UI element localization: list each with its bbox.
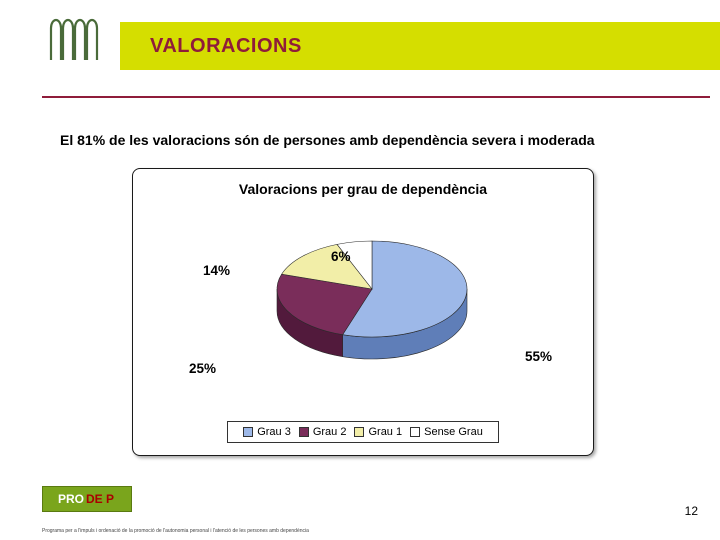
chart-legend: Grau 3 Grau 2 Grau 1 Sense Grau (227, 421, 499, 443)
chart-title: Valoracions per grau de dependència (133, 181, 593, 197)
slice-pct-label: 6% (331, 249, 351, 264)
pie-area: 55% 25% 14% 6% (133, 209, 593, 409)
legend-item: Sense Grau (410, 426, 483, 438)
legend-label: Grau 3 (257, 426, 291, 438)
legend-item: Grau 2 (299, 426, 347, 438)
slice-pct-label: 14% (203, 263, 230, 278)
header-underline (42, 96, 710, 98)
legend-label: Sense Grau (424, 426, 483, 438)
pie-svg (255, 231, 489, 371)
page-number: 12 (685, 504, 698, 518)
pie-chart-container: Valoracions per grau de dependència 55% 2… (132, 168, 594, 456)
legend-item: Grau 1 (354, 426, 402, 438)
legend-swatch (299, 427, 309, 437)
slice-pct-label: 25% (189, 361, 216, 376)
legend-label: Grau 2 (313, 426, 347, 438)
footer-logo: PRO DE P (42, 486, 132, 512)
slice-pct-label: 55% (525, 349, 552, 364)
legend-item: Grau 3 (243, 426, 291, 438)
title-bar: VALORACIONS (120, 22, 720, 70)
legend-swatch (354, 427, 364, 437)
footer-logo-pro: PRO (58, 492, 84, 506)
footer-subtext: Programa per a l'impuls i ordenació de l… (42, 529, 309, 535)
header: VALORACIONS (0, 0, 720, 98)
slide-page: VALORACIONS El 81% de les valoracions só… (0, 0, 720, 540)
header-logo (45, 10, 100, 65)
footer-logo-dep: DE P (84, 492, 116, 506)
legend-label: Grau 1 (368, 426, 402, 438)
legend-swatch (410, 427, 420, 437)
page-title: VALORACIONS (150, 35, 302, 58)
legend-swatch (243, 427, 253, 437)
subtitle-text: El 81% de les valoracions són de persone… (60, 132, 595, 148)
